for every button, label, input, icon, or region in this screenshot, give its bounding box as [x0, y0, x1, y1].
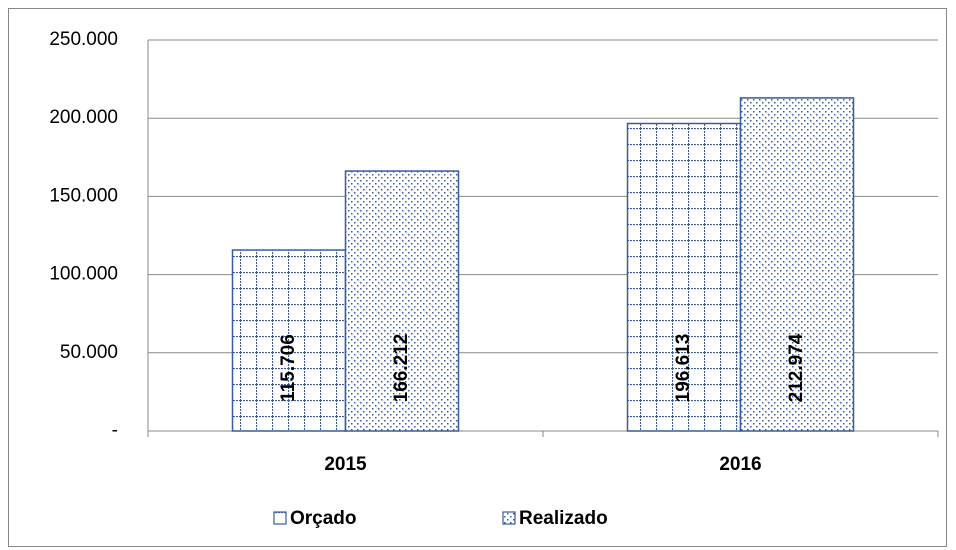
- y-tick-label: 50.000: [60, 342, 118, 363]
- bar: [626, 122, 742, 432]
- y-tick-label: 100.000: [49, 264, 118, 285]
- value-label: 212.974: [786, 333, 807, 402]
- x-tick-label: 2016: [719, 454, 761, 475]
- legend-swatch: [273, 511, 287, 525]
- x-tick-label: 2015: [324, 454, 367, 475]
- value-label: 166.212: [391, 334, 412, 403]
- bar: [231, 249, 347, 432]
- bar: [344, 170, 460, 432]
- y-tick-label: -: [112, 420, 118, 441]
- bar: [739, 97, 855, 432]
- value-label: 115.706: [278, 334, 299, 402]
- y-tick-label: 150.000: [49, 185, 118, 206]
- legend-label: Orçado: [290, 508, 357, 529]
- legend-label: Realizado: [519, 508, 608, 529]
- legend-swatch: [502, 511, 516, 525]
- value-label: 196.613: [673, 334, 694, 403]
- y-tick-label: 250.000: [49, 29, 118, 50]
- y-tick-label: 200.000: [49, 107, 118, 128]
